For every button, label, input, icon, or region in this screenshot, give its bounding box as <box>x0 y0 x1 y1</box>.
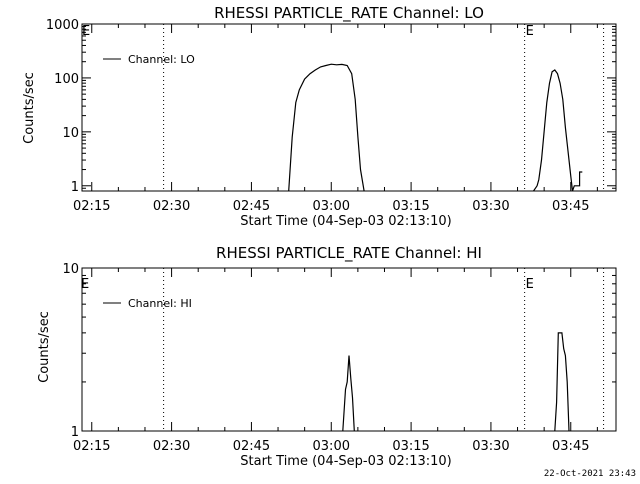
x-tick-label: 03:45 <box>552 439 589 454</box>
y-tick-label: 10 <box>62 126 79 141</box>
x-tick-label: 02:30 <box>153 199 190 214</box>
x-tick-label: 03:30 <box>472 439 509 454</box>
x-tick-label: 03:15 <box>392 199 429 214</box>
hi-channel-panel: RHESSI PARTICLE_RATE Channel: HI Start T… <box>37 244 617 469</box>
chart-title: RHESSI PARTICLE_RATE Channel: HI <box>216 244 482 263</box>
x-tick-label: 02:45 <box>233 199 270 214</box>
footer-timestamp: 22-Oct-2021 23:43 <box>544 469 636 479</box>
chart-title: RHESSI PARTICLE_RATE Channel: LO <box>214 4 484 23</box>
x-tick-label: 02:15 <box>73 199 110 214</box>
x-tick-label: 03:15 <box>392 439 429 454</box>
series-line <box>342 355 355 431</box>
x-tick-label: 03:30 <box>472 199 509 214</box>
y-tick-label: 100 <box>54 72 79 87</box>
plot-frame <box>81 23 617 192</box>
x-axis-label: Start Time (04-Sep-03 02:13:10) <box>240 454 451 469</box>
y-axis-label: Counts/sec <box>22 72 37 144</box>
lo-channel-panel: RHESSI PARTICLE_RATE Channel: LO Start T… <box>22 4 617 229</box>
event-marker-label: E <box>526 277 534 292</box>
corner-e-label: E <box>81 277 89 292</box>
event-marker-label: E <box>526 24 534 39</box>
series-line <box>288 63 365 191</box>
y-tick-label: 1 <box>71 180 79 195</box>
series-line <box>554 332 570 431</box>
x-tick-label: 03:00 <box>313 439 350 454</box>
plot-frame <box>81 267 617 432</box>
y-tick-label: 1 <box>71 425 79 440</box>
corner-e-label: E <box>82 24 90 39</box>
x-tick-label: 02:15 <box>73 439 110 454</box>
series-line <box>533 69 583 191</box>
x-axis-label: Start Time (04-Sep-03 02:13:10) <box>240 214 451 229</box>
x-tick-label: 02:45 <box>233 439 270 454</box>
x-tick-label: 03:45 <box>552 199 589 214</box>
legend-label: Channel: HI <box>128 297 192 310</box>
legend-label: Channel: LO <box>128 53 195 66</box>
y-tick-label: 10 <box>62 262 79 277</box>
x-tick-label: 02:30 <box>153 439 190 454</box>
x-tick-label: 03:00 <box>313 199 350 214</box>
y-tick-label: 1000 <box>46 18 79 33</box>
y-axis-label: Counts/sec <box>37 311 52 383</box>
